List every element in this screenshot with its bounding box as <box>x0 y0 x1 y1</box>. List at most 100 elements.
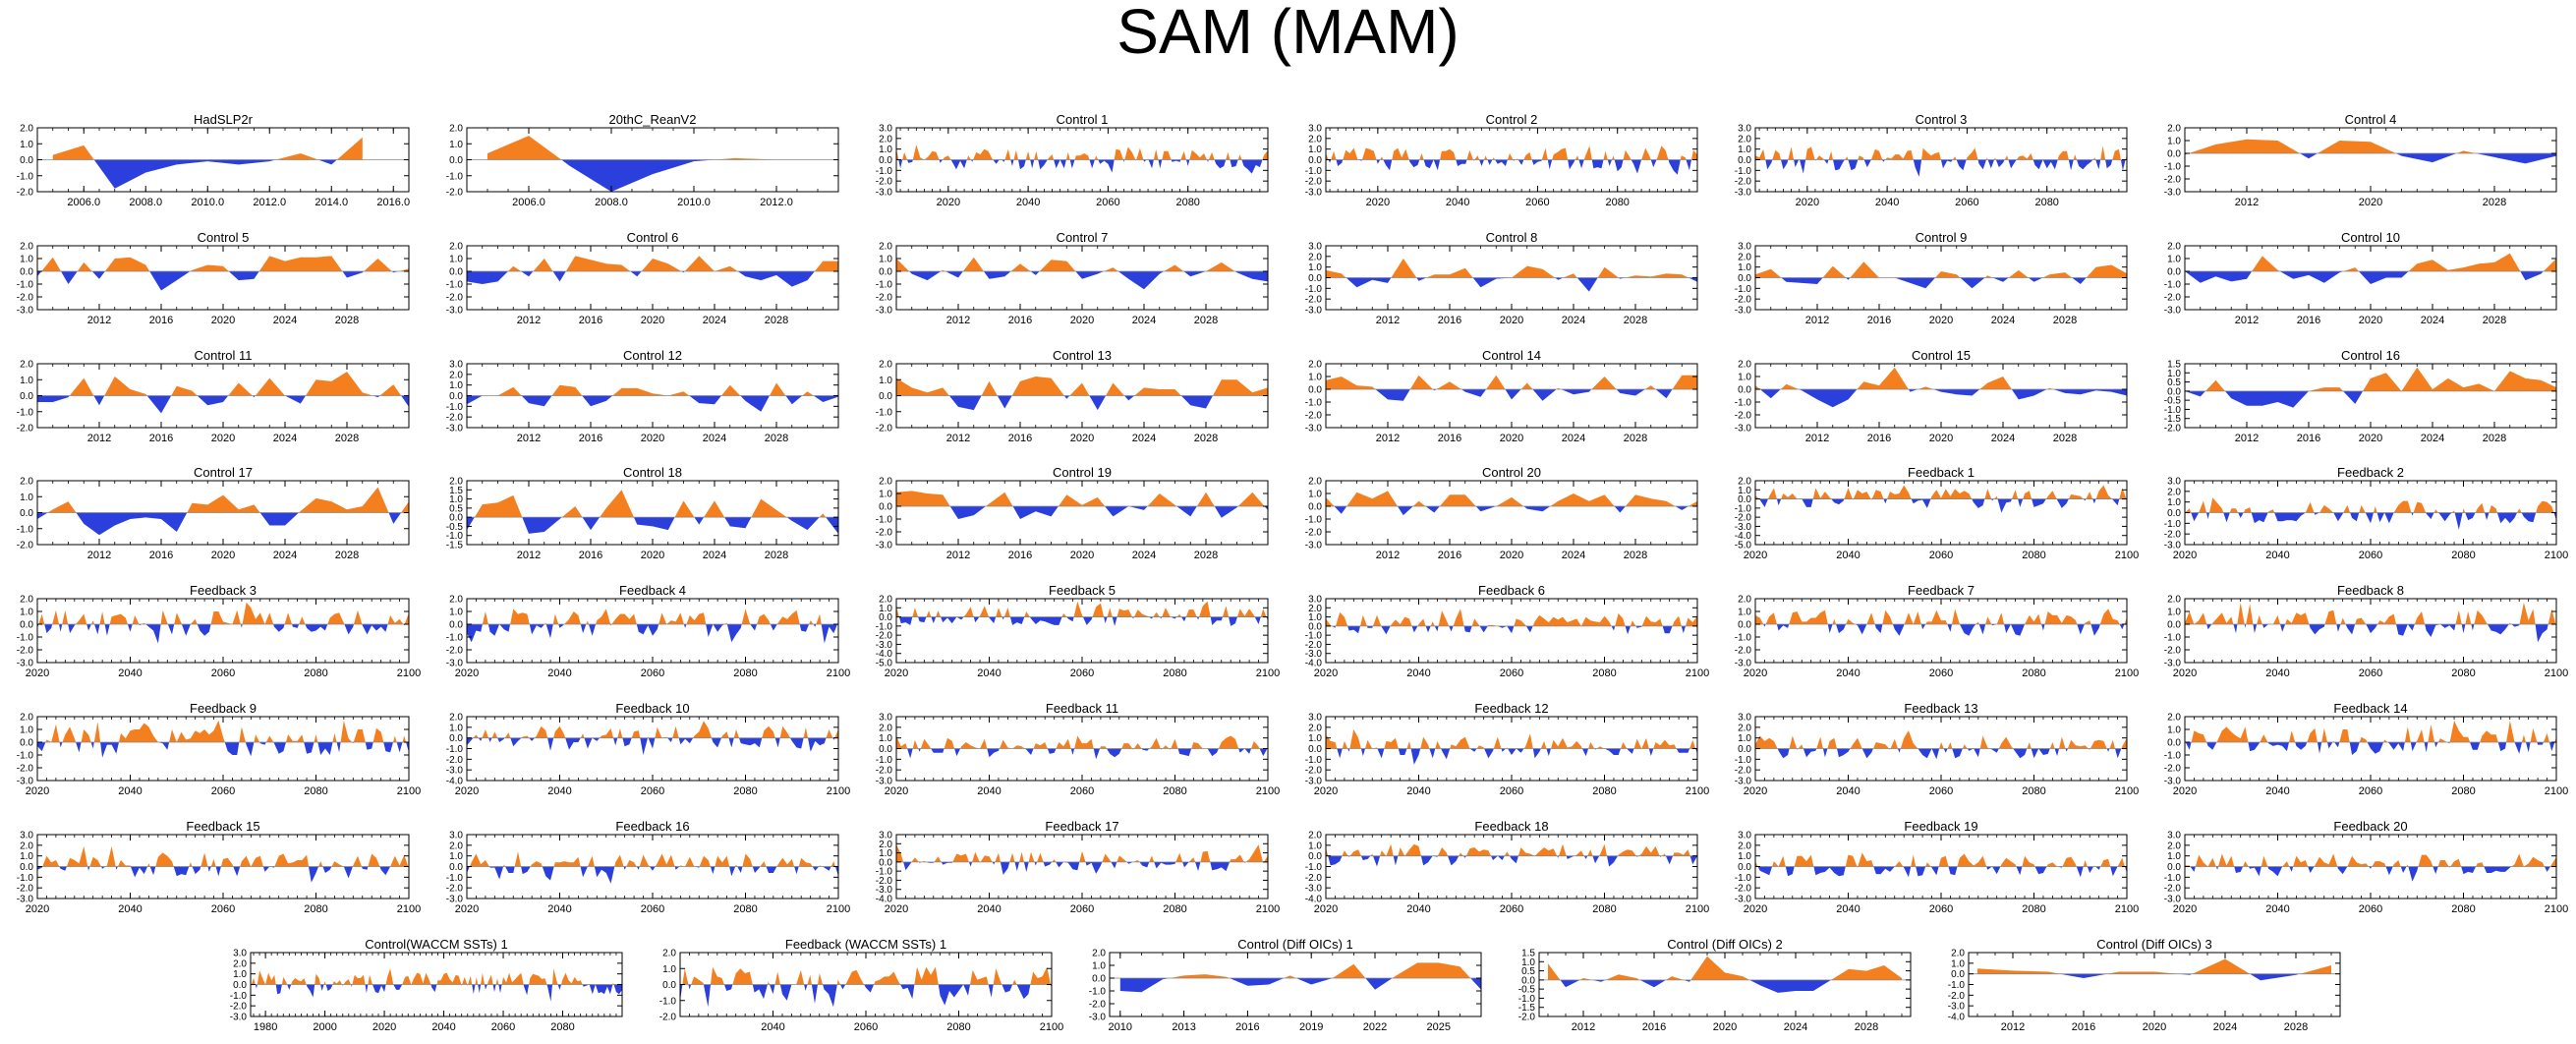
y-tick-label: 2.0 <box>1738 252 1751 262</box>
negative-area <box>2185 742 2556 755</box>
x-tick-label: 2022 <box>1363 1021 1387 1033</box>
positive-area <box>1755 730 2127 749</box>
y-tick-label: -1.0 <box>17 171 34 182</box>
panel-11: 3.02.01.00.0-1.0-2.0-3.0 2012 2016 2020 2024… <box>1735 230 2128 326</box>
negative-area <box>251 984 622 1002</box>
y-tick-label: 1.0 <box>1308 490 1322 500</box>
y-tick-label: 0.0 <box>20 620 33 631</box>
y-tick-label: 1.0 <box>2167 255 2181 265</box>
x-tick-label: 2028 <box>335 433 359 444</box>
x-tick-label: 2012 <box>517 433 541 444</box>
positive-area <box>251 968 622 985</box>
positive-area <box>1326 375 1697 389</box>
x-tick-label: 2060 <box>2359 785 2382 797</box>
x-tick-label: 2040 <box>1836 903 1860 915</box>
positive-area <box>487 136 776 160</box>
y-tick-label: 2.0 <box>2167 713 2181 724</box>
y-tick-label: -1.0 <box>1305 515 1323 526</box>
x-tick-label: 2024 <box>1562 433 1585 444</box>
x-tick-label: 2016 <box>1008 550 1032 561</box>
y-tick-label: -2.0 <box>2164 175 2182 186</box>
y-tick-label: 2.0 <box>449 477 463 488</box>
panel-title: Control 18 <box>623 465 682 480</box>
y-tick-label: 1.0 <box>2167 369 2181 379</box>
x-tick-label: 2016 <box>1642 1021 1666 1033</box>
positive-area <box>1326 491 1697 506</box>
y-tick-label: 0.0 <box>1308 744 1322 755</box>
x-tick-label: 2080 <box>1592 785 1616 797</box>
positive-area <box>52 137 363 160</box>
x-tick-label: 2020 <box>2173 785 2197 797</box>
x-tick-label: 2020 <box>1500 315 1523 326</box>
y-tick-label: -2.0 <box>1305 640 1323 651</box>
x-tick-label: 2060 <box>1070 785 1094 797</box>
y-tick-label: -2.0 <box>446 884 464 895</box>
y-tick-label: 2.0 <box>233 958 247 969</box>
plot-frame <box>895 480 1269 546</box>
x-tick-label: 2012 <box>87 315 111 326</box>
panel-title: Feedback 1 <box>1908 465 1975 480</box>
x-tick-label: 2040 <box>1406 667 1430 679</box>
negative-area <box>1326 625 1697 635</box>
x-tick-label: 2100 <box>1256 903 1280 915</box>
y-tick-label: -2.0 <box>2164 530 2182 541</box>
x-tick-label: 2028 <box>2483 433 2506 444</box>
y-tick-label: -2.0 <box>876 631 893 642</box>
x-tick-label: 2016 <box>2297 315 2320 326</box>
y-tick-label: -4.0 <box>1735 531 1752 542</box>
y-tick-label: 1.0 <box>20 493 33 503</box>
x-tick-label: 2020 <box>2173 667 2197 679</box>
positive-area <box>896 491 1268 506</box>
y-tick-label: 0.0 <box>233 980 247 991</box>
x-tick-label: 2040 <box>1836 785 1860 797</box>
y-tick-label: -2.0 <box>2164 424 2182 435</box>
negative-area <box>1755 277 2127 289</box>
y-tick-label: -2.0 <box>1735 646 1752 657</box>
y-tick-label: -1.0 <box>1735 755 1752 766</box>
y-tick-label: 1.0 <box>879 255 892 265</box>
x-tick-label: 2020 <box>1070 433 1094 444</box>
negative-area <box>37 395 409 414</box>
panel-title: Control 5 <box>198 230 250 245</box>
y-tick-label: 3.0 <box>1308 242 1322 253</box>
x-tick-label: 2020 <box>1744 785 1767 797</box>
x-tick-label: 2100 <box>2545 903 2568 915</box>
x-tick-label: 2016 <box>1867 433 1891 444</box>
y-tick-label: 0.0 <box>1738 155 1751 166</box>
negative-area <box>2185 390 2556 408</box>
y-tick-label: 0.0 <box>1738 862 1751 873</box>
negative-area <box>37 742 409 758</box>
y-tick-label: -3.0 <box>446 895 464 905</box>
y-tick-label: -3.0 <box>1305 541 1323 551</box>
y-tick-label: -3.0 <box>446 659 464 669</box>
y-tick-label: 1.0 <box>20 725 33 736</box>
negative-area <box>37 512 409 536</box>
x-tick-label: 2010 <box>1109 1021 1132 1033</box>
y-tick-label: 3.0 <box>449 360 463 371</box>
y-tick-label: -1.0 <box>876 407 893 418</box>
positive-area <box>680 966 1052 985</box>
y-tick-label: 1.0 <box>233 969 247 980</box>
x-tick-label: 2028 <box>1624 550 1647 561</box>
y-tick-label: 0.0 <box>2167 149 2181 160</box>
y-tick-label: 1.0 <box>1738 373 1751 383</box>
y-tick-label: 2.0 <box>20 713 33 724</box>
y-tick-label: 1.5 <box>449 486 463 496</box>
y-tick-label: 1.0 <box>1308 841 1322 851</box>
x-tick-label: 2012 <box>946 433 970 444</box>
positive-area <box>467 721 838 738</box>
x-tick-label: 2020 <box>211 315 235 326</box>
y-tick-label: 0.0 <box>879 744 892 755</box>
panel-title: Feedback 2 <box>2337 465 2404 480</box>
y-tick-label: 1.0 <box>1738 608 1751 618</box>
positive-area <box>467 851 838 867</box>
plot-frame <box>1538 952 1912 1017</box>
negative-area <box>2185 866 2556 882</box>
x-tick-label: 2028 <box>765 433 788 444</box>
panel-title: Control 3 <box>1916 112 1968 127</box>
